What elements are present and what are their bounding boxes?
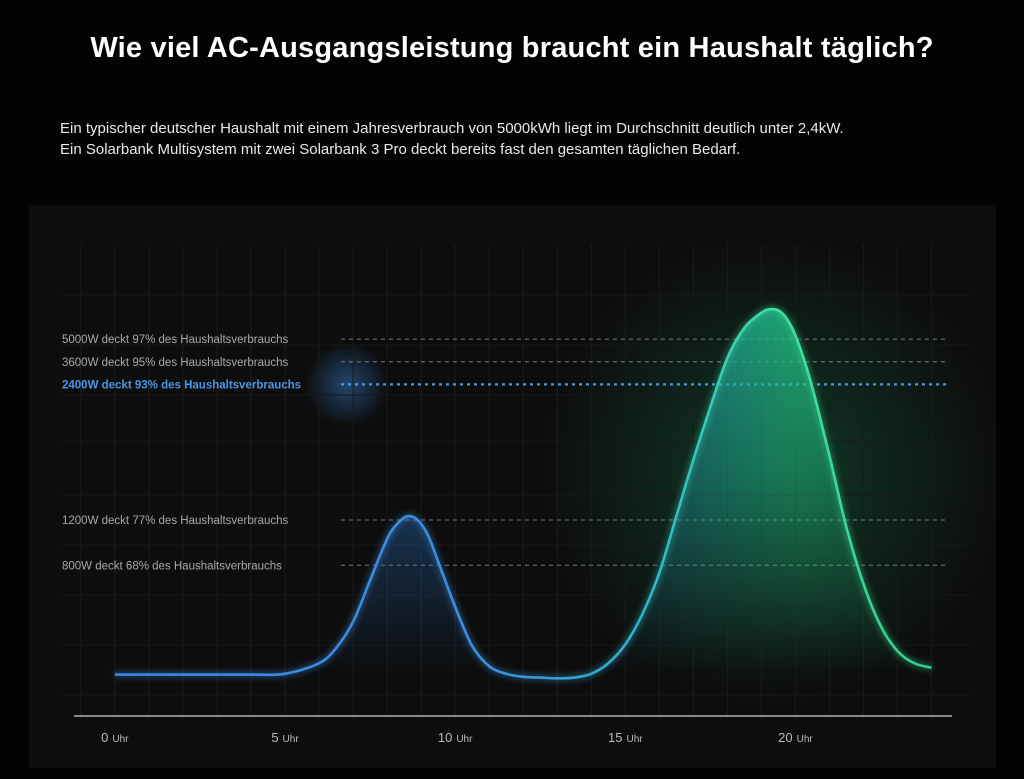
description-line-1: Ein typischer deutscher Haushalt mit ein… [60, 120, 844, 137]
series-line [114, 307, 932, 680]
ref-label-0: 5000W deckt 97% des Haushaltsverbrauchs [62, 334, 289, 346]
chart-svg: 5000W deckt 97% des Haushaltsverbrauchs 3… [61, 241, 996, 745]
x-tick-label-2: 10 Uhr [438, 730, 473, 745]
description: Ein typischer deutscher Haushalt mit ein… [60, 118, 980, 160]
x-tick-label-4: 20 Uhr [778, 730, 813, 745]
page-title: Wie viel AC-Ausgangsleistung braucht ein… [90, 32, 934, 64]
x-tick-num-0: 0 [101, 730, 108, 745]
highlight-glow [305, 342, 389, 427]
x-tick-unit-3: Uhr [626, 734, 643, 745]
x-tick-label-1: 5 Uhr [271, 730, 299, 745]
x-tick-label-0: 0 Uhr [101, 730, 129, 745]
description-line-2: Ein Solarbank Multisystem mit zwei Solar… [60, 141, 741, 158]
chart-panel: 5000W deckt 97% des Haushaltsverbrauchs 3… [29, 205, 996, 768]
series-area [114, 309, 932, 679]
ref-label-1: 3600W deckt 95% des Haushaltsverbrauchs [62, 357, 289, 369]
ref-label-4: 800W deckt 68% des Haushaltsverbrauchs [62, 560, 282, 572]
ref-label-2: 2400W deckt 93% des Haushaltsverbrauchs [62, 379, 301, 391]
x-tick-unit-1: Uhr [283, 734, 300, 745]
x-tick-num-2: 10 [438, 730, 452, 745]
x-tick-num-4: 20 [778, 730, 792, 745]
x-tick-num-1: 5 [271, 730, 278, 745]
x-tick-unit-0: Uhr [112, 734, 129, 745]
x-tick-label-3: 15 Uhr [608, 730, 643, 745]
x-tick-unit-2: Uhr [456, 734, 473, 745]
x-tick-unit-4: Uhr [797, 734, 814, 745]
x-tick-num-3: 15 [608, 730, 622, 745]
ref-label-3: 1200W deckt 77% des Haushaltsverbrauchs [62, 515, 289, 527]
